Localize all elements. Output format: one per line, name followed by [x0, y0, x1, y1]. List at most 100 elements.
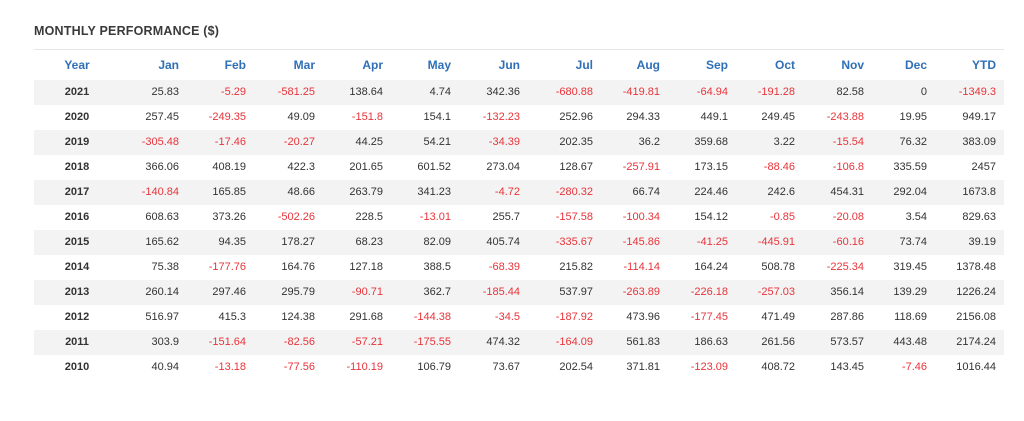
value-cell-apr: 138.64 [323, 79, 391, 105]
value-cell-ytd: 2457 [971, 161, 996, 173]
value-cell-feb: -177.76 [208, 261, 246, 273]
value-cell-sep: -41.25 [668, 229, 736, 255]
value-cell-apr: 44.25 [323, 129, 391, 155]
column-header-may: May [391, 49, 459, 80]
table-row: 2018 366.06 408.19 422.3 201.65 601.52 273.04 1… [34, 155, 1004, 180]
value-cell-sep: 173.15 [694, 161, 728, 173]
column-header-dec: Dec [872, 49, 935, 80]
value-cell-aug: -257.91 [622, 161, 660, 173]
value-cell-dec: 0 [872, 79, 935, 105]
value-cell-dec: 19.95 [899, 111, 927, 123]
value-cell-jul: 252.96 [559, 111, 593, 123]
table-row: 2012 516.97 415.3 124.38 291.68 -144.38 -34.5 -… [34, 305, 1004, 330]
value-cell-feb: 415.3 [218, 311, 246, 323]
value-cell-may: 154.1 [423, 111, 451, 123]
value-cell-aug: 66.74 [601, 179, 668, 205]
value-cell-aug: 561.83 [601, 329, 668, 355]
value-cell-may: 601.52 [417, 161, 451, 173]
year-cell: 2012 [64, 311, 90, 323]
value-cell-jan: 257.45 [145, 111, 179, 123]
value-cell-mar: -581.25 [254, 79, 323, 105]
value-cell-mar: 49.09 [287, 111, 315, 123]
value-cell-jun: 255.7 [492, 211, 520, 223]
value-cell-jul: 202.54 [559, 361, 593, 373]
value-cell-apr: 201.65 [349, 161, 383, 173]
value-cell-feb: -13.18 [214, 361, 246, 373]
value-cell-ytd: -1349.3 [935, 79, 1004, 105]
value-cell-ytd: 1673.8 [935, 179, 1004, 205]
year-cell: 2020 [64, 111, 90, 123]
value-cell-feb: -5.29 [187, 79, 254, 105]
value-cell-jun: 405.74 [459, 229, 528, 255]
value-cell-aug: 36.2 [601, 129, 668, 155]
value-cell-apr: -90.71 [323, 279, 391, 305]
value-cell-ytd: 949.17 [962, 111, 996, 123]
value-cell-feb: -151.64 [187, 329, 254, 355]
value-cell-feb: 373.26 [212, 211, 246, 223]
value-cell-may: 82.09 [391, 229, 459, 255]
value-cell-apr: 263.79 [323, 179, 391, 205]
table-body: 2021 25.83 -5.29 -581.25 138.64 4.74 342.36 -68… [34, 79, 1004, 380]
year-cell: 2021 [34, 79, 120, 105]
year-cell: 2018 [64, 161, 90, 173]
monthly-performance-table: Year Jan Feb Mar Apr May Jun Jul Aug Sep Oct Nov Dec… [34, 49, 1004, 380]
value-cell-oct: 471.49 [761, 311, 795, 323]
value-cell-may: -144.38 [413, 311, 451, 323]
header-row: Year Jan Feb Mar Apr May Jun Jul Aug Sep Oct Nov Dec… [34, 49, 1004, 80]
value-cell-ytd: 1378.48 [956, 261, 996, 273]
value-cell-ytd: 2174.24 [935, 329, 1004, 355]
value-cell-apr: 291.68 [349, 311, 383, 323]
year-cell: 2015 [34, 229, 120, 255]
year-cell: 2016 [64, 211, 90, 223]
value-cell-jan: 165.62 [120, 229, 187, 255]
value-cell-sep: 359.68 [668, 129, 736, 155]
year-cell: 2011 [34, 329, 120, 355]
value-cell-nov: 356.14 [803, 279, 872, 305]
value-cell-apr: 68.23 [323, 229, 391, 255]
value-cell-jul: -680.88 [528, 79, 601, 105]
value-cell-apr: -151.8 [351, 111, 383, 123]
value-cell-jul: 537.97 [528, 279, 601, 305]
value-cell-ytd: 383.09 [935, 129, 1004, 155]
table-row: 2014 75.38 -177.76 164.76 127.18 388.5 -68.39 2… [34, 255, 1004, 280]
value-cell-ytd: 829.63 [962, 211, 996, 223]
value-cell-may: 341.23 [391, 179, 459, 205]
value-cell-jul: -157.58 [555, 211, 593, 223]
value-cell-dec: 76.32 [872, 129, 935, 155]
value-cell-jun: -132.23 [482, 111, 520, 123]
value-cell-aug: 473.96 [626, 311, 660, 323]
table-row: 2011 303.9 -151.64 -82.56 -57.21 -175.55 474.3… [34, 329, 1004, 355]
value-cell-jun: -68.39 [488, 261, 520, 273]
value-cell-nov: 287.86 [830, 311, 864, 323]
value-cell-nov: 82.58 [803, 79, 872, 105]
column-header-mar: Mar [254, 49, 323, 80]
value-cell-sep: -226.18 [668, 279, 736, 305]
year-cell: 2017 [34, 179, 120, 205]
value-cell-nov: -20.08 [832, 211, 864, 223]
table-row: 2016 608.63 373.26 -502.26 228.5 -13.01 255.7 -… [34, 205, 1004, 230]
value-cell-oct: 261.56 [736, 329, 803, 355]
value-cell-nov: 143.45 [830, 361, 864, 373]
column-header-jan: Jan [120, 49, 187, 80]
value-cell-feb: 408.19 [212, 161, 246, 173]
value-cell-dec: 443.48 [872, 329, 935, 355]
value-cell-oct: 242.6 [736, 179, 803, 205]
column-header-nov: Nov [803, 49, 872, 80]
value-cell-may: -13.01 [419, 211, 451, 223]
value-cell-mar: -502.26 [277, 211, 315, 223]
value-cell-jul: -280.32 [528, 179, 601, 205]
value-cell-ytd: 39.19 [935, 229, 1004, 255]
value-cell-jul: -187.92 [555, 311, 593, 323]
value-cell-mar: -20.27 [254, 129, 323, 155]
value-cell-nov: -15.54 [803, 129, 872, 155]
column-header-feb: Feb [187, 49, 254, 80]
value-cell-feb: 297.46 [187, 279, 254, 305]
value-cell-oct: -0.85 [769, 211, 795, 223]
value-cell-may: 106.79 [417, 361, 451, 373]
value-cell-sep: -123.09 [690, 361, 728, 373]
value-cell-dec: -7.46 [901, 361, 927, 373]
value-cell-jan: 366.06 [145, 161, 179, 173]
column-header-aug: Aug [601, 49, 668, 80]
column-header-ytd: YTD [935, 49, 1004, 80]
value-cell-jun: 474.32 [459, 329, 528, 355]
